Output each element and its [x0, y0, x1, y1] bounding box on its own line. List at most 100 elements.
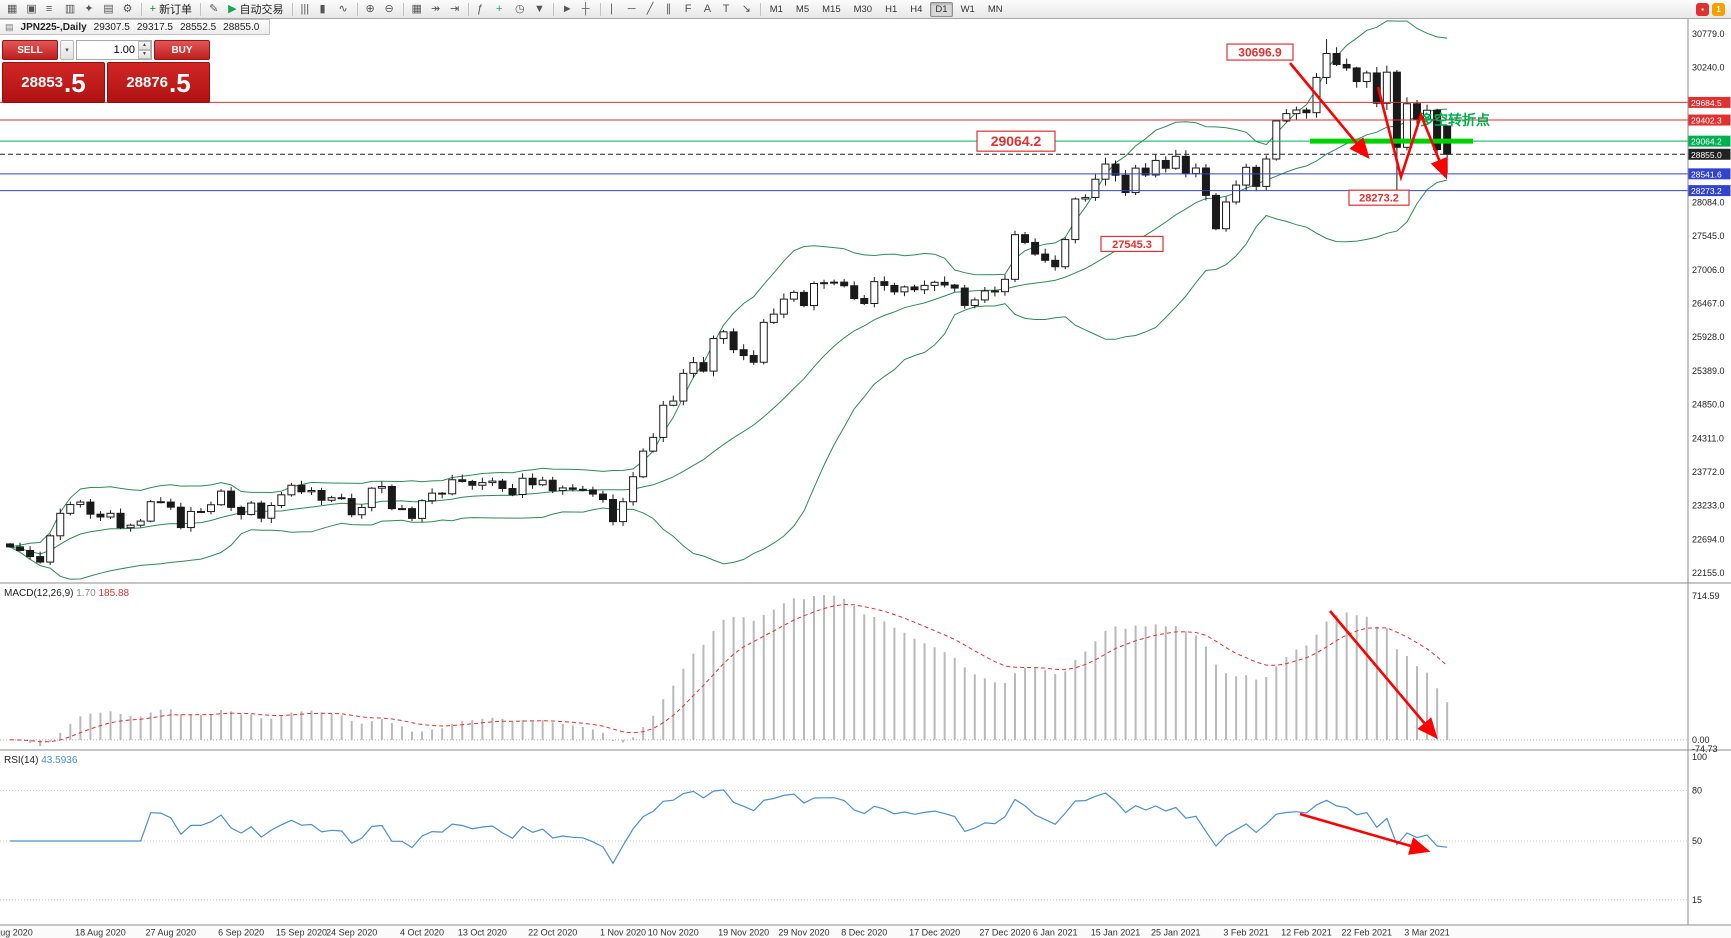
indicators-list-button[interactable]: ƒ — [473, 1, 491, 18]
new-chart-button[interactable]: ▦ — [3, 1, 21, 18]
price-callout-box-29064.2[interactable] — [976, 130, 1056, 152]
news-icon[interactable]: ▪ — [1696, 2, 1709, 16]
bull-candle — [779, 298, 788, 315]
timeframe-w1-button[interactable]: W1 — [956, 2, 980, 17]
sell-button[interactable]: SELL — [2, 40, 58, 60]
autotrading-button[interactable]: ▶ 自动交易 — [224, 1, 287, 18]
bull-candle — [709, 338, 718, 372]
autotrading-icon: ▶ — [228, 2, 237, 15]
timeframe-d1-button[interactable]: D1 — [930, 1, 953, 17]
toolbar-separator — [599, 2, 601, 16]
trendline-tool-button[interactable]: ╱ — [643, 1, 661, 18]
date-label: 10 Nov 2020 — [648, 928, 699, 938]
price-chart: MACD(12,26,9) 1.70 185.88 RSI(14) 43.5936… — [0, 19, 1731, 938]
timeframe-h1-button[interactable]: H1 — [880, 2, 902, 17]
volume-input[interactable] — [77, 41, 138, 59]
bear-candle — [1051, 259, 1060, 268]
bear-candle — [508, 488, 517, 495]
timeframe-h4-button[interactable]: H4 — [905, 2, 927, 17]
text-tool-button[interactable]: A — [700, 1, 718, 18]
fibonacci-tool-button[interactable]: F — [681, 1, 699, 18]
auto-scroll-icon: ↠ — [430, 2, 441, 15]
bollinger-lower-band[interactable] — [9, 179, 1448, 580]
order-options-dropdown[interactable]: ▾ — [60, 40, 74, 60]
crosshair-button[interactable]: ┼ — [578, 1, 596, 18]
trendline-tool-icon: ╱ — [646, 2, 654, 15]
tile-windows-button[interactable]: ▦ — [408, 1, 426, 18]
data-window-button[interactable]: ▥ — [61, 1, 79, 18]
bar-chart-mode-button[interactable]: ||| — [297, 1, 315, 18]
price-tag-text: 28541.6 — [1691, 169, 1722, 179]
timeframe-mn-button[interactable]: MN — [983, 2, 1008, 17]
navigator-button[interactable]: ✦ — [80, 1, 98, 18]
timeframe-m30-button[interactable]: M30 — [849, 2, 877, 17]
bull-candle — [247, 502, 256, 516]
chart-title-bar: ▤ JPN225-,Daily 29307.5 29317.5 28552.5 … — [0, 19, 271, 35]
bull-candle — [719, 331, 728, 340]
bull-candle — [1131, 167, 1140, 194]
one-click-trading-panel: SELL ▾ ▲ ▼ BUY 28853.5 28876.5 — [2, 40, 210, 103]
add-indicator-button[interactable]: + — [492, 1, 510, 18]
toolbar-separator — [291, 2, 293, 16]
quote-row: 28853.5 28876.5 — [2, 62, 210, 103]
bull-candle — [930, 281, 939, 286]
price-callout-box-30696.9[interactable] — [1226, 43, 1294, 61]
date-label: 24 Sep 2020 — [326, 928, 377, 938]
volume-decrease-button[interactable]: ▼ — [138, 50, 151, 59]
buy-button[interactable]: BUY — [154, 40, 210, 60]
trend-arrow[interactable] — [1329, 610, 1438, 739]
horizontal-lines — [0, 101, 1688, 192]
pivot-point-label[interactable]: 多空转折点 — [1420, 112, 1490, 128]
bollinger-upper-band[interactable] — [9, 20, 1448, 548]
price-callout-box-27545.3[interactable] — [1100, 235, 1164, 253]
indicators-list-icon: ƒ — [476, 2, 484, 15]
vertical-line-tool-button[interactable]: ∣ — [605, 1, 623, 18]
bull-candle — [538, 479, 547, 486]
bull-candle — [126, 524, 135, 529]
arrows-tool-button[interactable]: ↘ — [738, 1, 756, 18]
date-axis[interactable]: 4 Aug 2020 18 Aug 2020 27 Aug 2020 6 Sep 20… — [0, 926, 1731, 938]
bull-candle — [307, 490, 316, 493]
bear-candle — [166, 501, 175, 508]
price-callout-box-28273.2[interactable] — [1348, 189, 1410, 206]
bull-candle — [970, 299, 979, 306]
bear-candle — [940, 281, 949, 286]
timeframe-m1-button[interactable]: M1 — [765, 2, 788, 17]
buy-price-display[interactable]: 28876.5 — [107, 62, 210, 103]
trend-arrow[interactable] — [1376, 86, 1448, 182]
terminal-icon: ▤ — [103, 2, 114, 15]
zoom-in-button[interactable]: ⊕ — [362, 1, 380, 18]
strategy-tester-button[interactable]: ⚙ — [119, 1, 137, 18]
horizontal-line-tool-button[interactable]: ─ — [624, 1, 642, 18]
candlestick-mode-button[interactable]: ▮ — [316, 1, 334, 18]
bear-candle — [1392, 71, 1401, 148]
price-callout-text: 30696.9 — [1238, 45, 1282, 59]
auto-scroll-button[interactable]: ↠ — [427, 1, 445, 18]
notifications-badge[interactable]: 1 — [1712, 2, 1725, 16]
new-order-button[interactable]: + 新订单 — [146, 1, 196, 18]
cursor-button[interactable]: ► — [558, 1, 577, 18]
timeframe-m15-button[interactable]: M15 — [817, 2, 845, 17]
chart-shift-button[interactable]: ⇥ — [446, 1, 464, 18]
market-watch-button[interactable]: ≡ — [42, 1, 60, 18]
bear-candle — [1212, 194, 1220, 230]
zoom-out-button[interactable]: ⊖ — [381, 1, 399, 18]
bear-candle — [598, 493, 607, 500]
periods-button[interactable]: ◷ — [511, 1, 529, 18]
price-axis[interactable]: 30779.0 30240.0 28084.0 27545.0 27006.0 26467… — [1688, 29, 1731, 905]
text-label-tool-button[interactable]: T — [719, 1, 737, 18]
arrows-tool-icon: ↘ — [741, 2, 751, 15]
trend-arrow[interactable] — [1299, 812, 1431, 855]
price-callout-text: 29064.2 — [991, 133, 1042, 149]
templates-button[interactable]: ▼ — [530, 1, 549, 18]
timeframe-m5-button[interactable]: M5 — [791, 2, 814, 17]
sell-price-display[interactable]: 28853.5 — [2, 62, 105, 103]
equidistant-channel-tool-button[interactable]: ∥ — [662, 1, 680, 18]
metaeditor-button[interactable]: ✎ — [205, 1, 223, 18]
profiles-button[interactable]: ▣ — [22, 1, 40, 18]
line-chart-mode-button[interactable]: ∿ — [335, 1, 353, 18]
terminal-button[interactable]: ▤ — [99, 1, 117, 18]
timeframe-toolbar: M1 M5 M15 M30 H1 H4 D1 W1 MN — [764, 1, 1009, 17]
trend-arrow[interactable] — [1288, 62, 1370, 160]
volume-increase-button[interactable]: ▲ — [138, 41, 151, 50]
